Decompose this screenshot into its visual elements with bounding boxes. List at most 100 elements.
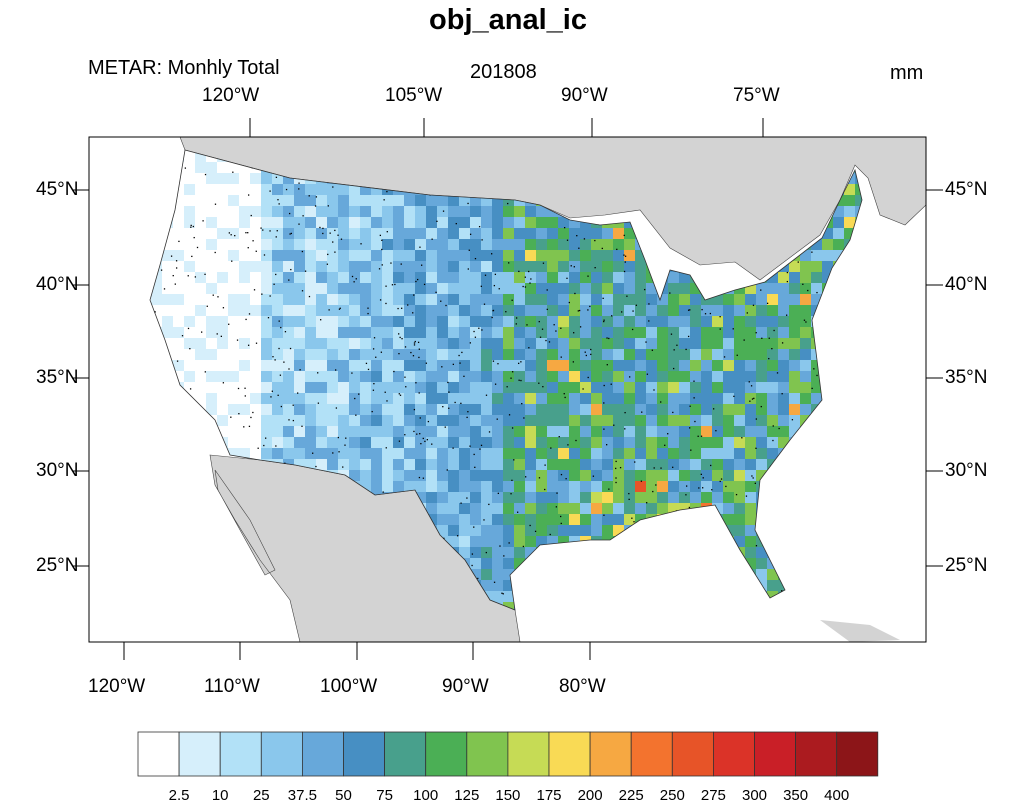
precip-cell <box>371 261 382 272</box>
station-dot <box>560 473 563 476</box>
station-dot <box>615 481 617 484</box>
precip-cell <box>602 382 613 393</box>
station-dot <box>415 382 417 384</box>
precip-cell <box>404 437 415 448</box>
precip-cell <box>184 217 195 228</box>
precip-cell <box>613 316 624 327</box>
station-dot <box>493 581 496 583</box>
precip-cell <box>767 415 778 426</box>
precip-cell <box>195 272 206 283</box>
precip-cell <box>283 338 294 349</box>
precip-cell <box>591 525 602 536</box>
precip-cell <box>305 206 316 217</box>
precip-cell <box>470 360 481 371</box>
precip-cell <box>591 492 602 503</box>
precip-cell <box>338 195 349 206</box>
precip-cell <box>327 239 338 250</box>
precip-cell <box>206 316 217 327</box>
precip-cell <box>283 173 294 184</box>
precip-cell <box>646 426 657 437</box>
station-dot <box>565 478 567 480</box>
precip-cell <box>382 349 393 360</box>
precip-cell <box>459 481 470 492</box>
station-dot <box>230 234 232 236</box>
precip-cell <box>503 580 514 591</box>
precip-cell <box>349 338 360 349</box>
station-dot <box>468 249 470 251</box>
station-dot <box>452 363 454 366</box>
precip-cell <box>767 338 778 349</box>
precip-cell <box>734 503 745 514</box>
station-dot <box>172 274 174 277</box>
station-dot <box>334 251 336 253</box>
colorbar-box <box>466 731 509 777</box>
precip-cell <box>569 294 580 305</box>
precip-cell <box>569 514 580 525</box>
precip-cell <box>668 459 679 470</box>
precip-cell <box>404 250 415 261</box>
precip-cell <box>360 184 371 195</box>
precip-cell <box>580 404 591 415</box>
precip-cell <box>327 404 338 415</box>
precip-cell <box>679 294 690 305</box>
precip-cell <box>470 481 481 492</box>
precip-cell <box>382 250 393 261</box>
precip-cell <box>151 305 162 316</box>
precip-cell <box>547 217 558 228</box>
station-dot <box>426 439 428 441</box>
precip-cell <box>712 360 723 371</box>
precip-cell <box>371 250 382 261</box>
station-dot <box>212 294 214 296</box>
precip-cell <box>481 228 492 239</box>
precip-cell <box>525 206 536 217</box>
precip-cell <box>239 404 250 415</box>
precip-cell <box>701 382 712 393</box>
station-dot <box>448 391 450 393</box>
precip-cell <box>745 470 756 481</box>
precip-cell <box>503 261 514 272</box>
precip-cell <box>569 426 580 437</box>
station-dot <box>379 234 381 237</box>
station-dot <box>542 386 544 388</box>
precip-cell <box>492 514 503 525</box>
precip-cell <box>283 184 294 195</box>
precip-cell <box>536 250 547 261</box>
precip-cell <box>811 371 822 382</box>
precip-cell <box>668 338 679 349</box>
station-dot <box>367 307 369 309</box>
station-dot <box>687 335 690 338</box>
precip-cell <box>547 415 558 426</box>
precip-cell <box>756 305 767 316</box>
precip-cell <box>250 228 261 239</box>
station-dot <box>284 462 286 464</box>
precip-cell <box>591 283 602 294</box>
precip-cell <box>492 437 503 448</box>
precip-cell <box>591 360 602 371</box>
precip-cell <box>756 437 767 448</box>
precip-cell <box>349 195 360 206</box>
precip-cell <box>316 316 327 327</box>
colorbar-label: 10 <box>211 787 229 804</box>
precip-cell <box>217 305 228 316</box>
precip-cell <box>327 349 338 360</box>
precip-cell <box>525 228 536 239</box>
precip-cell <box>536 294 547 305</box>
precip-cell <box>789 415 800 426</box>
station-dot <box>440 300 442 302</box>
station-dot <box>485 394 488 396</box>
precip-cell <box>525 536 536 547</box>
precip-cell <box>580 250 591 261</box>
precip-cell <box>426 437 437 448</box>
precip-cell <box>635 272 646 283</box>
top-lon-label: 90°W <box>561 85 608 106</box>
station-dot <box>577 310 579 312</box>
precip-cell <box>470 261 481 272</box>
station-dot <box>337 436 340 439</box>
precip-cell <box>437 459 448 470</box>
precip-cell <box>624 327 635 338</box>
precip-cell <box>184 316 195 327</box>
precip-cell <box>459 239 470 250</box>
precip-cell <box>327 360 338 371</box>
station-dot <box>606 444 608 446</box>
precip-cell <box>668 294 679 305</box>
